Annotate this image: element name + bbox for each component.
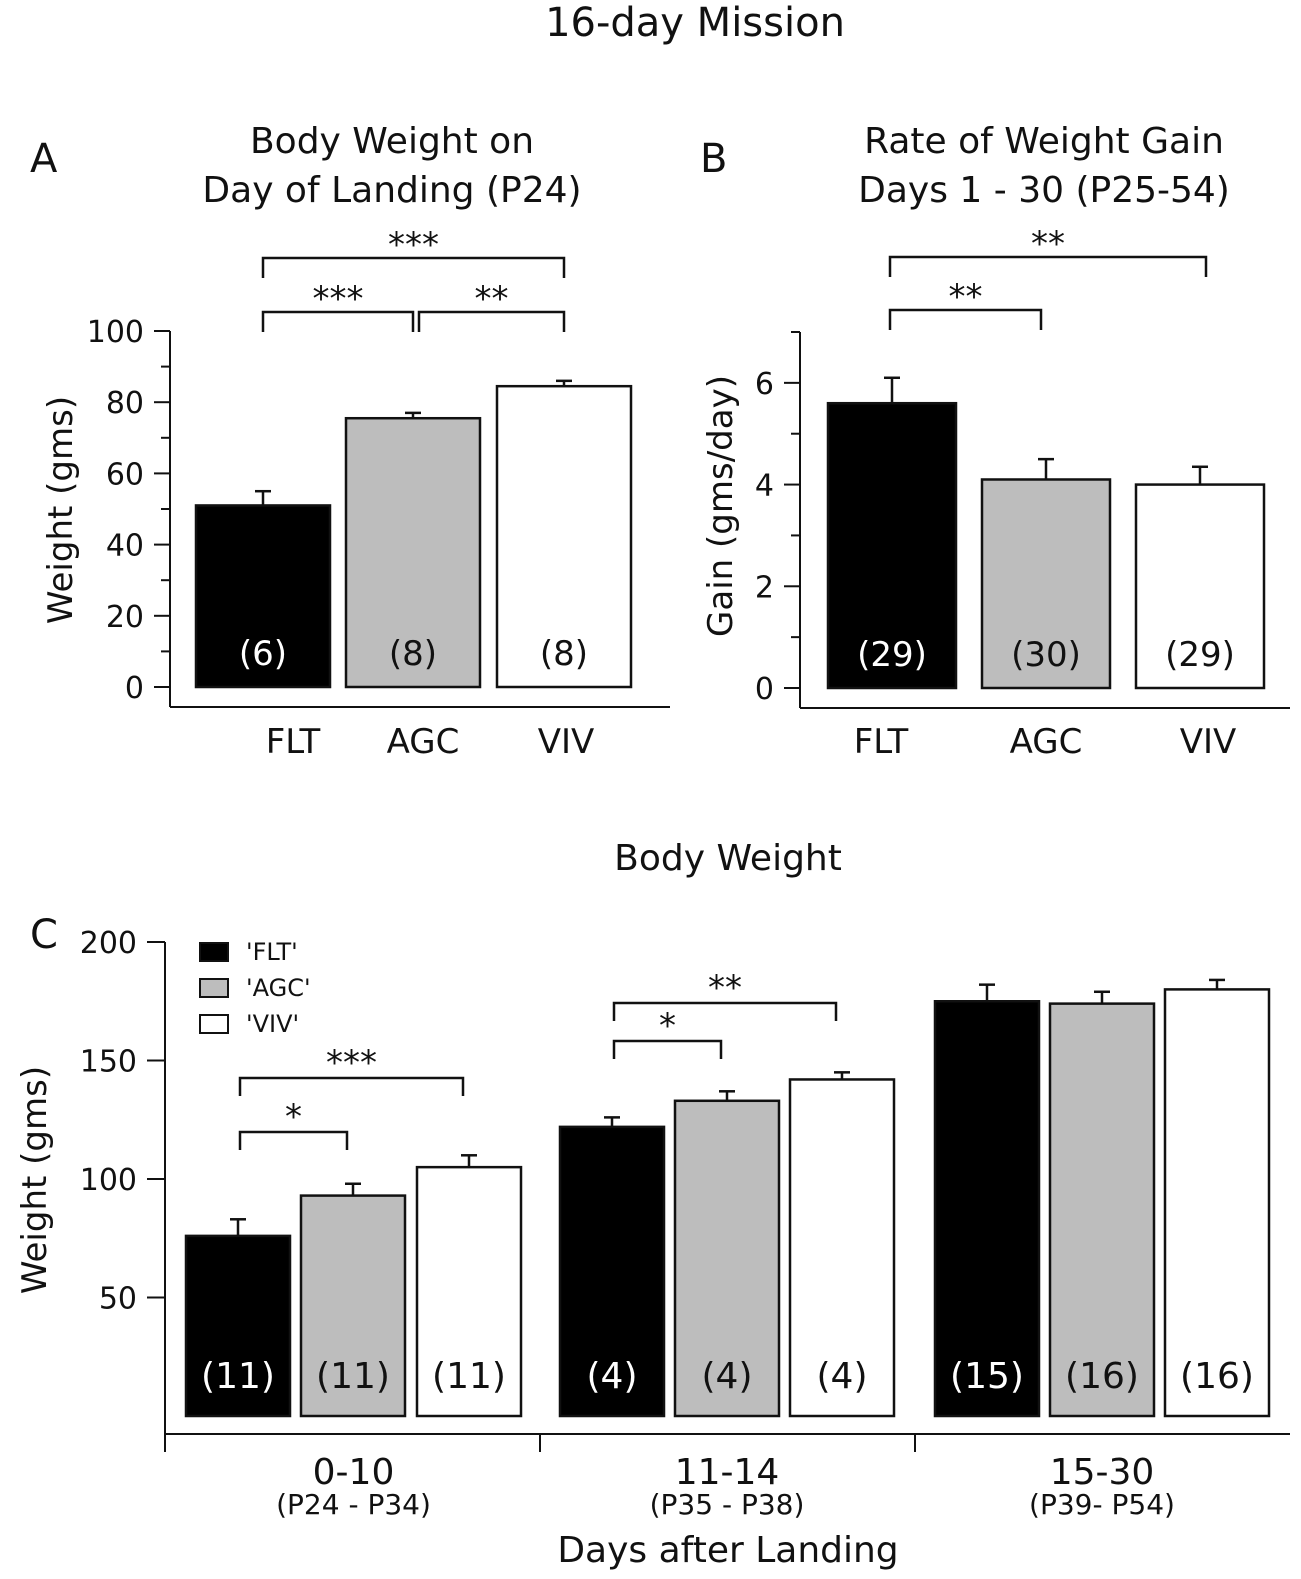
panel-a-sig-bracket-agc-viv bbox=[417, 310, 566, 332]
panel-b-bar-agc bbox=[980, 478, 1112, 690]
legend-label-flt: 'FLT' bbox=[246, 938, 298, 966]
panel-c-plot: 50 100 150 200 (11) (11) (11) 0-10(P24 - P34) (4… bbox=[80, 926, 1290, 1521]
panel-b-ytick-label: 4 bbox=[755, 469, 774, 504]
panel-c-n-label-viv-group-1: (4) bbox=[817, 1356, 868, 1397]
panel-a-ytick-label: 80 bbox=[106, 386, 144, 421]
panel-b-n-label-flt: (29) bbox=[857, 635, 927, 675]
panel-c-sig-bracket-group-0-flt-viv bbox=[238, 1076, 465, 1096]
panel-a-n-label-agc: (8) bbox=[389, 634, 437, 674]
panel-c-ylabel: Weight (gms) bbox=[15, 1066, 55, 1294]
panel-c-n-label-agc-group-1: (4) bbox=[702, 1356, 753, 1397]
panel-c-bar-agc-group-1 bbox=[673, 1099, 781, 1418]
legend-label-viv: 'VIV' bbox=[246, 1010, 299, 1038]
panel-c-bar-flt-group-0 bbox=[184, 1234, 292, 1418]
figure-title: 16-day Mission bbox=[545, 0, 845, 46]
panel-c-sig-label-group-0-flt-agc: * bbox=[285, 1097, 302, 1137]
panel-b-bar-viv bbox=[1134, 483, 1266, 690]
panel-c-bar-agc-group-0 bbox=[299, 1194, 407, 1418]
panel-c-ytick-label: 100 bbox=[80, 1163, 137, 1198]
panel-b-category-label-flt: FLT bbox=[854, 722, 909, 762]
panel-c-group-label-0: 0-10 bbox=[313, 1452, 395, 1493]
panel-c-ytick-label: 50 bbox=[99, 1282, 137, 1317]
panel-c-label: C bbox=[30, 912, 58, 958]
panel-b-ytick-label: 6 bbox=[755, 367, 774, 402]
panel-c-group-label-2: 15-30 bbox=[1050, 1452, 1155, 1493]
panel-b-ylabel: Gain (gms/day) bbox=[701, 375, 741, 637]
panel-a-sig-label-flt-agc: *** bbox=[313, 279, 364, 319]
panel-a-title-line2: Day of Landing (P24) bbox=[202, 170, 581, 211]
panel-a-sig-bracket-flt-viv bbox=[261, 256, 566, 278]
panel-c-n-label-agc-group-2: (16) bbox=[1065, 1356, 1139, 1397]
panel-c-group-sublabel-2: (P39- P54) bbox=[1029, 1488, 1175, 1521]
panel-c-sig-label-group-1-flt-agc: * bbox=[659, 1006, 676, 1046]
panel-c-bar-viv-group-2 bbox=[1163, 988, 1271, 1418]
panel-a-bar-viv bbox=[495, 384, 633, 689]
panel-b-title-line1: Rate of Weight Gain bbox=[864, 121, 1224, 162]
panel-c: C Body Weight Weight (gms) Days after La… bbox=[15, 838, 1290, 1571]
panel-a-sig-bracket-flt-agc bbox=[261, 310, 415, 332]
panel-b-sig-label-flt-agc: ** bbox=[949, 277, 983, 317]
panel-c-n-label-agc-group-0: (11) bbox=[316, 1356, 390, 1397]
panel-c-legend: 'FLT' 'AGC' 'VIV' bbox=[199, 938, 311, 1038]
panel-b-ytick-label: 0 bbox=[755, 672, 774, 707]
panel-c-n-label-flt-group-2: (15) bbox=[950, 1356, 1024, 1397]
panel-c-n-label-viv-group-0: (11) bbox=[432, 1356, 506, 1397]
panel-a-category-label-flt: FLT bbox=[266, 722, 321, 762]
panel-b-n-label-agc: (30) bbox=[1011, 635, 1081, 675]
panel-a-title-line1: Body Weight on bbox=[250, 121, 534, 162]
panel-b-ytick-label: 2 bbox=[755, 570, 774, 605]
panel-a-ytick-label: 0 bbox=[125, 671, 144, 706]
panel-b: B Rate of Weight Gain Days 1 - 30 (P25-5… bbox=[700, 121, 1290, 762]
panel-a-ytick-label: 40 bbox=[106, 529, 144, 564]
panel-b-sig-bracket-flt-viv bbox=[888, 255, 1208, 277]
panel-a-ytick-label: 60 bbox=[106, 457, 144, 492]
panel-c-ytick-label: 200 bbox=[80, 926, 137, 961]
panel-b-sig-label-flt-viv: ** bbox=[1031, 224, 1065, 264]
legend-swatch-viv bbox=[199, 1014, 229, 1034]
panel-a-ytick-label: 100 bbox=[87, 315, 144, 350]
panel-c-bar-flt-group-1 bbox=[558, 1125, 666, 1418]
panel-c-group-sublabel-1: (P35 - P38) bbox=[650, 1488, 805, 1521]
panel-b-n-label-viv: (29) bbox=[1165, 635, 1235, 675]
panel-b-category-label-viv: VIV bbox=[1180, 722, 1237, 762]
panel-a-n-label-viv: (8) bbox=[540, 634, 588, 674]
panel-a-sig-label-flt-viv: *** bbox=[388, 225, 439, 265]
panel-c-n-label-flt-group-0: (11) bbox=[201, 1356, 275, 1397]
panel-b-bar-flt bbox=[826, 401, 958, 690]
panel-b-title-line2: Days 1 - 30 (P25-54) bbox=[858, 170, 1230, 211]
panel-c-sig-label-group-1-flt-viv: ** bbox=[708, 968, 742, 1008]
panel-c-bar-flt-group-2 bbox=[933, 1000, 1041, 1418]
panel-a-n-label-flt: (6) bbox=[239, 634, 287, 674]
panel-c-n-label-viv-group-2: (16) bbox=[1180, 1356, 1254, 1397]
panel-b-plot: 0 2 4 6 (29) FLT (30) AGC (29) VIV ** ** bbox=[755, 224, 1290, 762]
panel-c-bar-agc-group-2 bbox=[1048, 1002, 1156, 1418]
legend-swatch-flt bbox=[199, 942, 229, 962]
panel-a-ytick-label: 20 bbox=[106, 600, 144, 635]
panel-a-bar-agc bbox=[344, 416, 482, 689]
panel-a: A Body Weight on Day of Landing (P24) We… bbox=[30, 121, 670, 762]
panel-c-sig-bracket-group-0-flt-agc bbox=[238, 1130, 349, 1150]
panel-c-ytick-label: 150 bbox=[80, 1045, 137, 1080]
panel-c-group-sublabel-0: (P24 - P34) bbox=[276, 1488, 431, 1521]
panel-c-sig-bracket-group-1-flt-agc bbox=[612, 1039, 723, 1059]
panel-c-group-label-1: 11-14 bbox=[675, 1452, 780, 1493]
panel-a-category-label-agc: AGC bbox=[387, 722, 460, 762]
panel-a-category-label-viv: VIV bbox=[538, 722, 595, 762]
panel-a-bar-flt bbox=[194, 504, 332, 689]
panel-a-sig-label-agc-viv: ** bbox=[475, 279, 509, 319]
panel-c-xlabel: Days after Landing bbox=[557, 1530, 898, 1571]
panel-a-label: A bbox=[30, 136, 58, 182]
legend-label-agc: 'AGC' bbox=[246, 974, 311, 1002]
panel-c-sig-label-group-0-flt-viv: *** bbox=[326, 1043, 377, 1083]
legend-swatch-agc bbox=[199, 978, 229, 998]
panel-c-sig-bracket-group-1-flt-viv bbox=[612, 1001, 838, 1021]
panel-b-category-label-agc: AGC bbox=[1010, 722, 1083, 762]
panel-c-title: Body Weight bbox=[614, 838, 842, 879]
panel-b-sig-bracket-flt-agc bbox=[888, 308, 1043, 330]
panel-b-label: B bbox=[700, 136, 727, 182]
panel-a-ylabel: Weight (gms) bbox=[41, 396, 81, 624]
panel-c-n-label-flt-group-1: (4) bbox=[587, 1356, 638, 1397]
